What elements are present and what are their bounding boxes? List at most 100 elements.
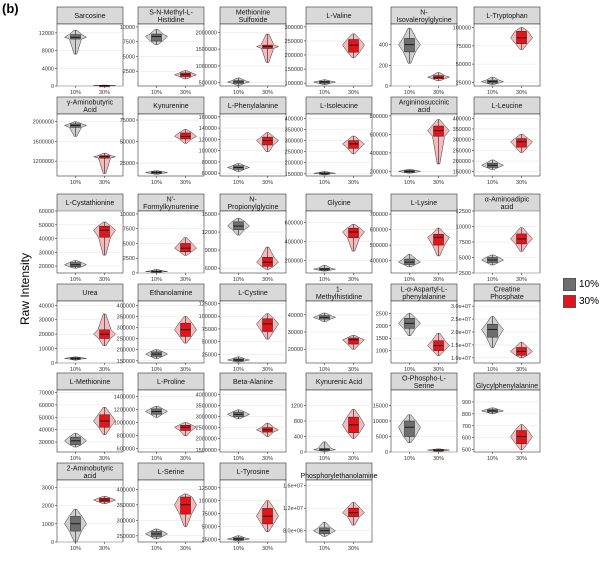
box [99, 225, 110, 238]
y-tick-label: 200000 [117, 348, 135, 354]
panel-title: Urea [82, 290, 97, 297]
panel-title: 2-Aminobutyric acid [67, 466, 114, 481]
y-tick-label: 1000000 [114, 421, 135, 427]
y-tick-label: 75000 [120, 118, 135, 124]
y-tick-label: 12500 [456, 209, 471, 215]
y-tick-label: 1500 [376, 336, 388, 342]
y-tick-label: 2000 [376, 324, 388, 330]
panel-plot-area [473, 23, 541, 87]
violin-30pct [510, 227, 533, 252]
y-tick-label: 400 [379, 43, 388, 49]
y-tick-label: 500000 [370, 243, 388, 249]
y-tick-label: 5000 [123, 54, 135, 60]
x-tick-label: 10% [319, 546, 330, 552]
y-tick-label: 1.2e+07 [283, 506, 303, 512]
y-tick-label: 50000 [202, 340, 217, 346]
panel-plot-area [56, 113, 124, 177]
y-tick-label: 140000 [199, 126, 217, 132]
legend-label-10: 10% [579, 279, 600, 290]
panel-o-phospho-l-serine: O-Phospho-L-Serine 0 5000 10000 15000 10% 30% [373, 372, 458, 462]
x-tick-label: 30% [99, 90, 110, 96]
violin-30pct [342, 135, 365, 155]
x-tick-label: 10% [487, 367, 498, 373]
panel-2-aminobutyric-acid: 2-Aminobutyric acid 0 1000 2000 3000 10% 30% [42, 462, 124, 552]
y-tick-label: 400000 [117, 303, 135, 309]
y-tick-label: 250000 [117, 337, 135, 343]
y-tick-label: 500 [462, 448, 471, 454]
y-tick-label: 30000 [288, 330, 303, 336]
panel-title: Methionine Sulfoxide [236, 10, 270, 25]
panel-plot-area [56, 479, 124, 543]
x-tick-label: 30% [433, 90, 444, 96]
y-tick-label: 1200000 [114, 408, 135, 414]
y-tick-label: 400000 [285, 240, 303, 246]
x-tick-label: 10% [487, 277, 498, 283]
x-tick-label: 10% [319, 367, 330, 373]
x-tick-label: 30% [516, 180, 527, 186]
violin-10pct [480, 254, 505, 266]
y-tick-label: 350000 [285, 128, 303, 134]
panel-glycine: Glycine 200000 400000 600000 10% 30% [285, 193, 373, 283]
violin-10pct [226, 163, 251, 172]
x-tick-label: 30% [180, 456, 191, 462]
violin-10pct [227, 356, 250, 363]
violin-10pct [226, 409, 251, 420]
panel-plot-area [137, 389, 205, 453]
panel-plot-area [390, 113, 458, 177]
panel-plot-area [219, 113, 287, 177]
x-tick-label: 10% [151, 277, 162, 283]
panel-plot-area [219, 23, 287, 87]
violin-10pct [64, 508, 87, 543]
y-tick-label: 700000 [370, 212, 388, 218]
panel-l-tryptophan: L-Tryptophan 25000 50000 75000 100000 10% 30% [453, 6, 541, 96]
x-tick-label: 10% [70, 180, 81, 186]
x-tick-label: 30% [262, 546, 273, 552]
violin-30pct [93, 313, 116, 346]
y-tick-label: 2500 [123, 69, 135, 75]
y-tick-label: 150000 [117, 359, 135, 365]
y-tick-label: 600000 [117, 447, 135, 453]
x-tick-label: 30% [516, 277, 527, 283]
box [516, 430, 527, 444]
y-tick-label: 70000 [39, 390, 54, 396]
panel-plot-area [390, 23, 458, 87]
x-tick-label: 10% [70, 90, 81, 96]
y-tick-label: 7500 [123, 227, 135, 233]
box [516, 138, 527, 148]
x-tick-label: 30% [348, 180, 359, 186]
panel-kynurenic-acid: Kynurenic Acid 0 400 800 1200 10% 30% [291, 372, 373, 462]
x-tick-label: 10% [404, 277, 415, 283]
violin-30pct [255, 422, 280, 437]
panel-n-formylkynurenine: N'-Formylkynurenine 0 2500 5000 7500 10000 10%… [120, 193, 205, 283]
x-tick-label: 30% [348, 90, 359, 96]
violin-30pct [427, 227, 450, 257]
panel-plot-area [473, 113, 541, 177]
x-tick-label: 30% [433, 180, 444, 186]
x-tick-label: 10% [319, 277, 330, 283]
panel-beta-alanine: Beta-Alanine 1500000 2000000 2500000 3000000… [196, 372, 287, 462]
y-tick-label: 50000 [456, 62, 471, 68]
violin-30pct [256, 500, 279, 532]
y-tick-label: 20000 [288, 347, 303, 353]
legend-swatch-10 [563, 278, 576, 291]
violin-10pct [145, 29, 168, 45]
x-tick-label: 10% [319, 180, 330, 186]
violin-30pct [342, 224, 365, 252]
y-tick-label: 10000 [120, 25, 135, 31]
y-tick-label: 100000 [453, 26, 471, 32]
y-tick-label: 2.0e+07 [451, 330, 471, 336]
box [348, 227, 359, 238]
y-tick-label: 150000 [285, 67, 303, 73]
panel-letter: (b) [2, 1, 19, 16]
violin-30pct [174, 493, 197, 527]
x-tick-label: 10% [151, 90, 162, 96]
panel-aminobutyric-acid: γ-Aminobutyric Acid 1200000 1600000 2000000 1… [33, 96, 124, 186]
panel-n-propionylglycine: N-Propionylglycine 6000 9000 12000 15000 10% 3… [202, 193, 287, 283]
y-tick-label: 10000 [373, 419, 388, 425]
panel-title: L-Cystine [238, 290, 268, 297]
y-tick-label: 700 [462, 424, 471, 430]
panel-s-n-methyl-l-histidine: S-N-Methyl-L-Histidine 2500 5000 7500 10000 1… [120, 6, 205, 96]
violin-10pct [145, 170, 168, 175]
x-tick-label: 30% [516, 456, 527, 462]
violin-10pct [480, 159, 505, 170]
